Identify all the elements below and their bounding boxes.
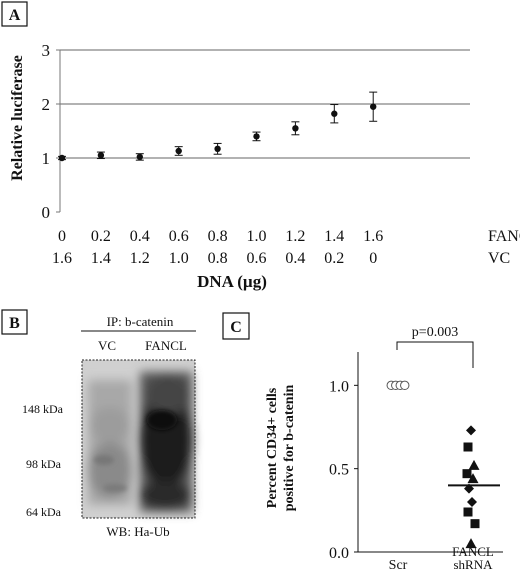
panel-b-lane-vc: VC [98, 338, 116, 353]
panel-a-marker [253, 133, 260, 140]
panel-c-x-tick-label: FANCL [452, 544, 494, 559]
panel-a-vc-tick-label: 0.2 [324, 250, 344, 267]
panel-a-vc-tick-label: 0.6 [247, 250, 267, 267]
panel-c-pvalue: p=0.003 [412, 325, 458, 340]
panel-a-fancl-tick-label: 0.6 [169, 228, 189, 245]
panel-a-fancl-tick-label: 0 [58, 228, 66, 245]
panel-a-vc-tick-label: 0.8 [208, 250, 228, 267]
panel-a-marker [292, 125, 299, 132]
panel-c-x-tick-label: shRNA [453, 557, 493, 571]
panel-a-y-tick-labels: 0 1 2 3 [42, 41, 60, 222]
panel-a-vc-tick-label: 0.4 [285, 250, 305, 267]
panel-a-y-tick-label: 1 [42, 149, 51, 168]
panel-a-row-vc-name: VC [488, 250, 510, 267]
panel-b-marker-98: 98 kDa [26, 457, 62, 471]
panel-a-x-tick-labels: 0 0.2 0.4 0.6 0.8 1.0 1.2 1.4 1.6 1.6 1.4 1.2 1.0 0.8… [52, 228, 383, 267]
panel-c-significance-bracket [396, 341, 474, 368]
panel-a-marker [58, 154, 66, 162]
panel-c-y-ticks: 0.0 0.5 1.0 [329, 378, 358, 562]
panel-a-y-tick-label: 2 [42, 95, 51, 114]
panel-c-y-tick-label: 1.0 [329, 378, 349, 395]
panel-a-point [369, 91, 378, 122]
panel-a-fancl-tick-label: 0.4 [130, 228, 150, 245]
panel-a-fancl-tick-label: 1.6 [363, 228, 383, 245]
panel-a-vc-tick-label: 1.0 [169, 250, 189, 267]
panel-c-label-box [222, 312, 250, 340]
panel-c-label: C [230, 319, 242, 336]
panel-c-fancl-point-square [470, 519, 480, 529]
panel-a-point [174, 146, 183, 156]
panel-c-fancl-point-square [462, 469, 472, 479]
panel-a-y-axis-title: Relative luciferase [9, 55, 26, 181]
panel-c-fancl-point-triangle [467, 473, 479, 484]
panel-a-vc-tick-label: 0 [369, 250, 377, 267]
panel-c-y-axis-title-line1: Percent CD34+ cells [265, 387, 280, 508]
panel-b-ip-label: IP: b-catenin [107, 314, 174, 329]
panel-a-gridlines [60, 49, 470, 159]
panel-c-scr-point [400, 380, 410, 391]
panel-a-marker [370, 103, 377, 110]
panel-a-x-axis-title: DNA (µg) [197, 272, 267, 291]
panel-c-x-tick-label: Scr [389, 558, 408, 571]
panel-b-label: B [9, 315, 20, 332]
panel-a-marker [136, 153, 143, 161]
panel-b-marker-148: 148 kDa [22, 402, 64, 416]
panel-a-point [330, 104, 339, 124]
panel-a-point [58, 154, 66, 162]
panel-a-marker [331, 110, 338, 117]
panel-b-marker-64: 64 kDa [26, 505, 62, 519]
panel-b: B IP: b-catenin VC FANCL 148 kDa [1, 309, 196, 539]
panel-c-fancl-point-square [463, 507, 473, 517]
panel-a-label-box [1, 1, 28, 27]
panel-b-blot-image [81, 359, 196, 519]
panel-a-point [96, 151, 105, 160]
panel-a-fancl-tick-label: 1.4 [324, 228, 344, 245]
panel-a-y-tick-label: 3 [42, 41, 51, 60]
panel-a-vc-tick-label: 1.4 [91, 250, 111, 267]
panel-a-marker [97, 152, 105, 159]
panel-a: A 0 1 2 3 0 0.2 0.4 0.6 0.8 1.0 1.2 1.4 1.6 1.6 1.4 1.… [1, 1, 520, 291]
panel-a-point [291, 121, 300, 136]
panel-a-point [252, 131, 261, 142]
panel-c-fancl-point-triangle [465, 538, 477, 549]
panel-a-row-fancl-name: FANCL [488, 228, 520, 245]
panel-a-point [213, 142, 222, 155]
panel-c-y-tick-label: 0.0 [329, 545, 349, 562]
panel-a-fancl-tick-label: 1.2 [285, 228, 305, 245]
panel-c-data-points [386, 380, 500, 549]
panel-a-marker [175, 147, 182, 155]
panel-a-data-points [58, 91, 378, 162]
panel-a-fancl-tick-label: 1.0 [247, 228, 267, 245]
panel-c-fancl-point-square [463, 442, 473, 452]
panel-a-y-tick-label: 0 [42, 203, 51, 222]
panel-a-vc-tick-label: 1.6 [52, 250, 72, 267]
panel-a-fancl-tick-label: 0.2 [91, 228, 111, 245]
panel-c-fancl-point-triangle [468, 459, 480, 470]
panel-c-y-tick-label: 0.5 [329, 462, 349, 479]
panel-a-point [135, 153, 144, 161]
panel-c-fancl-point-diamond [466, 425, 476, 436]
panel-c-y-axis-title-line2: positive for b-catenin [282, 385, 297, 512]
panel-b-lane-fancl: FANCL [145, 338, 187, 353]
panel-b-wb-label: WB: Ha-Ub [106, 524, 169, 539]
panel-c-fancl-point-diamond [467, 497, 477, 507]
panel-a-label: A [9, 7, 21, 24]
panel-b-label-box [1, 309, 28, 335]
panel-a-marker [214, 145, 221, 153]
panel-b-blot-border [81, 359, 196, 519]
panel-a-fancl-tick-label: 0.8 [208, 228, 228, 245]
panel-a-vc-tick-label: 1.2 [130, 250, 150, 267]
